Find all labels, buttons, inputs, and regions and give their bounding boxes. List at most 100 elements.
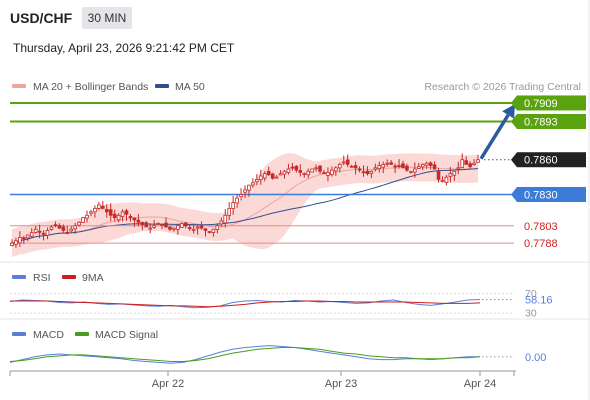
candle-body bbox=[353, 165, 358, 169]
candle-body bbox=[73, 225, 77, 230]
macd-series-line bbox=[9, 345, 480, 364]
candle-body bbox=[124, 210, 129, 215]
candlesticks bbox=[10, 153, 480, 248]
rsi-legend: RSI 9MA bbox=[12, 272, 104, 284]
candle-body bbox=[140, 222, 145, 226]
candle-body bbox=[385, 162, 389, 165]
x-axis-label: Apr 23 bbox=[325, 378, 357, 390]
candle-body bbox=[65, 231, 70, 234]
candle-body bbox=[223, 214, 228, 224]
candle-body bbox=[97, 204, 101, 210]
x-axis: Apr 22 Apr 23 Apr 24 bbox=[9, 371, 515, 390]
rsi-tick-label: 30 bbox=[525, 308, 537, 320]
level-label-bg bbox=[517, 186, 586, 202]
level-label-pointer bbox=[511, 152, 517, 168]
candle-body bbox=[219, 220, 224, 225]
candle-body bbox=[472, 162, 476, 165]
candle-body bbox=[211, 228, 216, 233]
level-label-bg bbox=[517, 152, 586, 168]
forecast-arrow-shaft bbox=[479, 114, 510, 160]
candle-body bbox=[41, 232, 46, 235]
candle-body bbox=[282, 170, 287, 175]
candle-body bbox=[172, 227, 176, 230]
candle-body bbox=[136, 219, 141, 223]
candle-body bbox=[160, 224, 164, 227]
legend-9ma: 9MA bbox=[82, 272, 104, 284]
candle-body bbox=[69, 228, 74, 232]
legend-macd: MACD bbox=[33, 329, 64, 341]
candle-body bbox=[25, 234, 30, 239]
legend-ma50: MA 50 bbox=[175, 81, 205, 93]
candle-body bbox=[428, 162, 433, 166]
forecast-arrow bbox=[479, 103, 515, 160]
rsi-last-value: 58.16 bbox=[525, 295, 553, 307]
candle-body bbox=[18, 236, 22, 244]
level-label-bg bbox=[517, 113, 586, 129]
candle-body bbox=[330, 169, 334, 176]
candle-body bbox=[460, 159, 465, 168]
candle-body bbox=[53, 224, 58, 227]
level-label-0.7909: 0.7909 bbox=[524, 98, 558, 110]
legend-swatch-macd bbox=[12, 332, 26, 336]
level-label-pointer bbox=[511, 95, 517, 111]
macd-panel: 0.00 bbox=[9, 345, 546, 364]
candle-body bbox=[247, 184, 251, 191]
level-label-pointer bbox=[511, 186, 517, 202]
candle-body bbox=[22, 237, 26, 240]
candle-body bbox=[45, 229, 50, 236]
candle-body bbox=[262, 173, 267, 179]
candle-body bbox=[176, 225, 180, 230]
candle-body bbox=[231, 202, 235, 209]
candle-body bbox=[294, 165, 299, 171]
level-label-pointer bbox=[511, 113, 517, 129]
candle-body bbox=[89, 211, 93, 214]
candle-body bbox=[464, 160, 468, 165]
candle-body bbox=[37, 230, 42, 233]
candle-body bbox=[112, 213, 117, 219]
bollinger-band-area bbox=[12, 153, 478, 257]
candle-body bbox=[14, 240, 18, 245]
candle-body bbox=[108, 209, 113, 216]
legend-ma20-bb: MA 20 + Bollinger Bands bbox=[33, 81, 148, 93]
candle-body bbox=[195, 226, 200, 229]
candle-body bbox=[345, 159, 350, 165]
level-label-bg bbox=[517, 95, 586, 111]
candle-body bbox=[239, 194, 243, 198]
x-axis-label: Apr 22 bbox=[152, 378, 184, 390]
level-label-0.7830: 0.7830 bbox=[524, 189, 558, 201]
legend-macd-signal: MACD Signal bbox=[95, 329, 158, 341]
timeframe-button[interactable]: 30 MIN bbox=[82, 7, 132, 29]
candle-body bbox=[365, 170, 370, 175]
macd-series-line bbox=[9, 347, 481, 362]
price-level-labels: 0.7909 0.7893 0.7860 0.7830 0.7803 0.7788 bbox=[511, 95, 586, 250]
level-label-0.7893: 0.7893 bbox=[524, 116, 558, 128]
candle-body bbox=[33, 228, 38, 233]
candle-body bbox=[314, 167, 318, 170]
candle-body bbox=[409, 170, 413, 173]
candle-body bbox=[116, 214, 121, 221]
price-levels bbox=[10, 101, 514, 244]
legend-swatch-ma50 bbox=[155, 84, 169, 88]
candle-body bbox=[251, 182, 255, 186]
candle-body bbox=[286, 168, 291, 173]
candle-body bbox=[187, 227, 192, 229]
macd-last-value: 0.00 bbox=[525, 352, 546, 364]
rsi-series-line bbox=[10, 300, 481, 308]
candle-body bbox=[341, 161, 346, 164]
candle-body bbox=[10, 242, 14, 246]
forecast-arrow-head bbox=[502, 103, 515, 119]
level-label-0.7860: 0.7860 bbox=[524, 155, 558, 167]
candle-body bbox=[93, 207, 97, 213]
candle-body bbox=[369, 170, 374, 174]
candle-body bbox=[413, 168, 417, 173]
candle-body bbox=[203, 228, 208, 231]
legend-swatch-rsi bbox=[12, 275, 26, 279]
candle-body bbox=[270, 173, 275, 179]
candle-body bbox=[456, 167, 461, 170]
candle-body bbox=[393, 165, 397, 168]
research-credit: Research © 2026 Trading Central bbox=[424, 81, 581, 93]
candle-body bbox=[57, 225, 62, 229]
candle-body bbox=[168, 226, 172, 230]
candle-body bbox=[61, 226, 66, 231]
